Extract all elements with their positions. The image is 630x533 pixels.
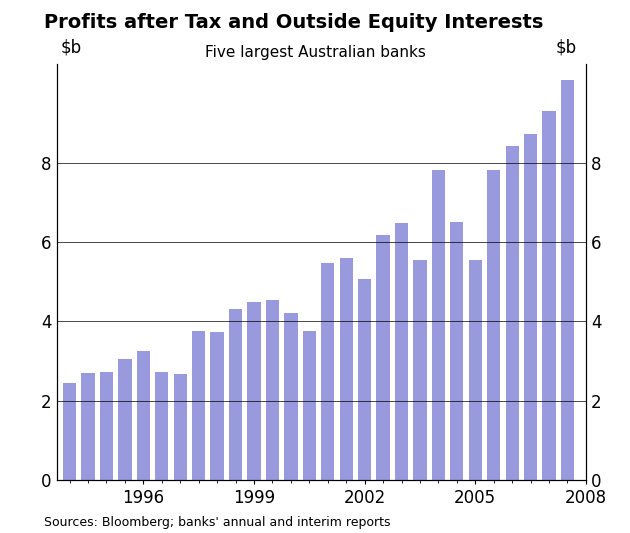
Bar [561,80,574,480]
Bar [174,374,187,480]
Bar [321,263,335,480]
Bar [63,383,76,480]
Bar [248,302,261,480]
Bar [340,258,353,480]
Bar [395,223,408,480]
Bar [487,170,500,480]
Bar [192,331,205,480]
Bar [155,372,168,480]
Bar [100,372,113,480]
Bar [302,331,316,480]
Bar [469,260,482,480]
Bar [524,134,537,480]
Bar [377,235,390,480]
Bar [81,373,94,480]
Text: $b: $b [556,38,576,56]
Bar [137,351,150,480]
Bar [210,333,224,480]
Bar [432,170,445,480]
Bar [358,279,371,480]
Text: Sources: Bloomberg; banks' annual and interim reports: Sources: Bloomberg; banks' annual and in… [44,516,391,529]
Bar [505,147,518,480]
Bar [284,313,297,480]
Bar [450,222,464,480]
Text: Five largest Australian banks: Five largest Australian banks [205,45,425,60]
Bar [542,111,556,480]
Text: Profits after Tax and Outside Equity Interests: Profits after Tax and Outside Equity Int… [44,13,544,33]
Bar [266,300,279,480]
Bar [118,359,132,480]
Bar [229,310,242,480]
Text: $b: $b [60,38,81,56]
Bar [413,260,427,480]
